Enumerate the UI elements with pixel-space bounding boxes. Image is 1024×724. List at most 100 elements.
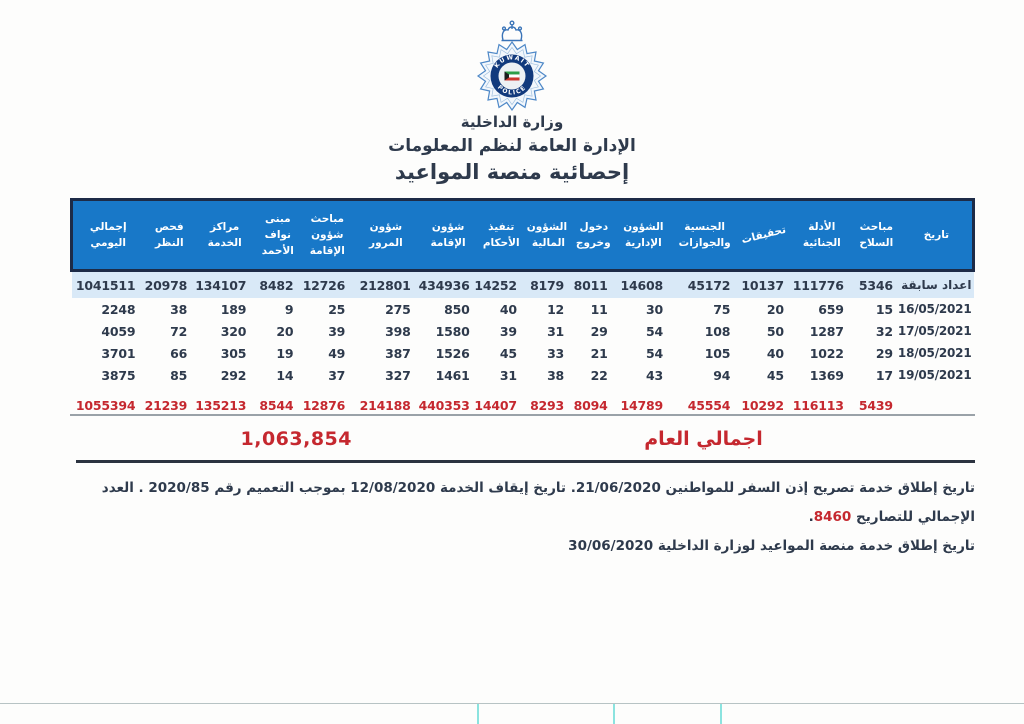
value-cell: 20978	[143, 270, 196, 298]
column-header-label: الشؤون الإدارية	[623, 220, 664, 249]
value-cell: 50	[766, 323, 784, 339]
column-header-15: إجمالي اليومي	[70, 198, 144, 272]
value-cell: 32	[875, 323, 893, 339]
column-header-3: تحقيقات	[738, 198, 792, 272]
value-cell: 8179	[524, 270, 573, 298]
value-cell: 39	[499, 323, 517, 339]
footnote-1-permit-count: 8460	[813, 509, 852, 526]
value-cell: 8482	[254, 270, 302, 298]
table-row-3: 18/05/2021 29 1022 40 105 54 21 33 45 1526 387 49 19…	[72, 342, 974, 364]
value-cell: 1461	[435, 367, 470, 383]
value-cell: 305	[220, 345, 247, 361]
column-header-11: مباحث شؤون الإقامة	[301, 198, 354, 272]
logo-container: KUWAIT POLICE	[0, 18, 1024, 120]
value-cell: 1022	[809, 345, 844, 361]
crown-icon	[501, 20, 523, 42]
total-cell: 21239	[144, 397, 188, 413]
value-cell: 45172	[671, 270, 739, 298]
department-name: الإدارة العامة لنظم المعلومات	[388, 136, 636, 156]
value-cell: 3875	[101, 367, 136, 383]
value-cell: 25	[328, 301, 346, 317]
page-title: إحصائية منصة المواعيد	[394, 160, 630, 184]
column-header-label: شؤون المرور	[369, 220, 403, 249]
total-cell: 45554	[687, 397, 731, 413]
value-cell: 14	[276, 367, 294, 383]
column-header-12: مبنى نواف الأحمد	[254, 198, 302, 272]
value-cell: 212801	[353, 270, 419, 298]
column-header-label: فحص النظر	[154, 220, 184, 249]
value-cell: 45	[499, 345, 517, 361]
table-body: اعداد سابقة 5346 111776 10137 45172 14608 8011…	[71, 270, 974, 417]
total-cell: 12876	[302, 397, 346, 413]
value-cell: 5346	[851, 270, 901, 298]
value-cell: 134107	[195, 270, 255, 298]
value-cell: 54	[646, 345, 664, 361]
column-header-14: فحص النظر	[143, 198, 196, 272]
column-header-10: شؤون المرور	[353, 198, 419, 272]
value-cell: 850	[444, 301, 470, 317]
scan-tick-artifact	[720, 704, 722, 724]
value-cell: 17	[875, 367, 893, 383]
value-cell: 275	[385, 301, 411, 317]
value-cell: 9	[284, 301, 294, 317]
total-cell: 8094	[573, 397, 608, 413]
statistics-table: تاريخ مباحث السلاح الأدلة الجنائية تحقيقات ا…	[70, 198, 975, 416]
footnote-1-period: .	[808, 509, 814, 526]
column-header-5: الشؤون الإدارية	[615, 198, 672, 272]
value-cell: 75	[713, 301, 731, 317]
value-cell: 4059	[101, 323, 136, 339]
total-cell: 1055394	[75, 397, 136, 413]
value-cell: 14252	[474, 270, 525, 298]
value-cell: 434936	[418, 270, 478, 298]
value-cell: 45	[766, 367, 784, 383]
footnote-1-text: تاريخ إطلاق خدمة تصريح إذن السفر للمواطن…	[101, 480, 975, 526]
value-cell: 54	[646, 323, 664, 339]
value-cell: 38	[170, 301, 188, 317]
value-cell: 21	[590, 345, 608, 361]
column-header-label: إجمالي اليومي	[89, 220, 127, 249]
value-cell: 22	[590, 367, 608, 383]
value-cell: 11	[590, 301, 608, 317]
totals-row: 5439 116113 10292 45554 14789 8094 8293 14407 44…	[72, 394, 974, 416]
column-header-label: تنفيذ الأحكام	[482, 220, 520, 249]
column-header-9: شؤون الإقامة	[418, 198, 478, 272]
value-cell: 105	[704, 345, 731, 361]
value-cell: 43	[646, 367, 664, 383]
column-header-label: مبنى نواف الأحمد	[261, 212, 294, 258]
spacer-cell	[72, 386, 974, 394]
value-cell: 37	[328, 367, 346, 383]
star-badge-inner-outline	[482, 46, 542, 106]
total-cell: 14407	[474, 397, 517, 413]
value-cell: 2248	[101, 301, 136, 317]
value-cell: 72	[170, 323, 188, 339]
kuwait-flag-icon	[504, 71, 520, 81]
value-cell: 8011	[572, 270, 616, 298]
column-header-1: مباحث السلاح	[851, 198, 901, 272]
date-cell: 18/05/2021	[897, 346, 972, 360]
total-cell: 8293	[530, 397, 565, 413]
date-cell: 16/05/2021	[897, 302, 972, 316]
value-cell: 1287	[809, 323, 844, 339]
column-header-label: شؤون الإقامة	[430, 220, 466, 249]
column-header-13: مراكز الخدمة	[195, 198, 255, 272]
value-cell: 20	[766, 301, 784, 317]
value-cell: 31	[547, 323, 565, 339]
grand-total-row: 1,063,854 اجمالي العام	[70, 417, 975, 460]
value-cell: 387	[385, 345, 411, 361]
column-header-label: دخول وخروج	[575, 220, 611, 249]
value-cell: 66	[170, 345, 188, 361]
footnote-line-1: تاريخ إطلاق خدمة تصريح إذن السفر للمواطن…	[70, 474, 975, 532]
column-header-8: تنفيذ الأحكام	[477, 198, 525, 272]
value-cell: 29	[590, 323, 608, 339]
value-cell: 1526	[435, 345, 470, 361]
spacer-row	[72, 386, 974, 394]
footnotes-block: تاريخ إطلاق خدمة تصريح إذن السفر للمواطن…	[70, 474, 975, 561]
value-cell: 108	[704, 323, 731, 339]
value-cell: 33	[547, 345, 565, 361]
column-header-0: تاريخ	[900, 198, 975, 272]
table-row-4: 19/05/2021 17 1369 45 94 43 22 38 31 1461 327 37 14 2…	[72, 364, 974, 386]
date-cell: 19/05/2021	[897, 368, 972, 382]
value-cell: 29	[875, 345, 893, 361]
value-cell: 1041511	[71, 270, 144, 298]
